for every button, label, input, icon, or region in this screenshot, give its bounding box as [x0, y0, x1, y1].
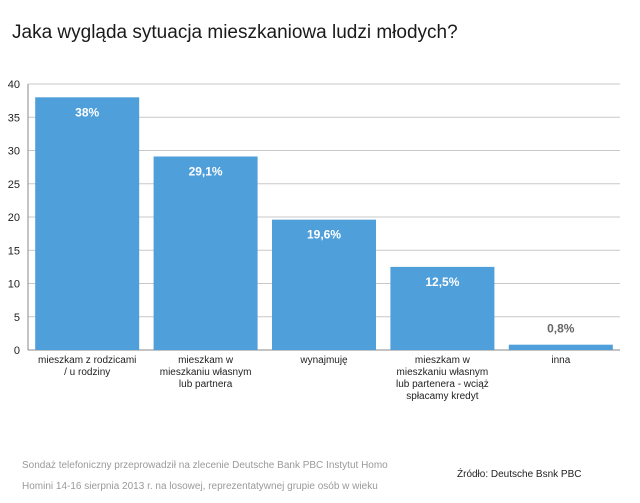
data-labels: 38% 29,1% 19,6% 12,5% 0,8%: [75, 105, 575, 335]
category-label: mieszkaniu własnym: [160, 367, 252, 378]
category-label: mieszkam w: [415, 355, 471, 366]
y-tick-label: 30: [8, 146, 20, 158]
footnote-line-1: Sondaż telefoniczny przeprowadził na zle…: [22, 460, 388, 471]
category-label: inna: [551, 355, 570, 366]
bar: [153, 156, 258, 350]
data-label: 12,5%: [425, 275, 459, 289]
y-tick-label: 15: [8, 245, 20, 257]
y-tick-label: 35: [8, 112, 20, 124]
category-label: mieszkam w: [178, 355, 234, 366]
bar: [272, 219, 376, 350]
y-tick-label: 10: [8, 279, 20, 291]
data-label: 38%: [75, 105, 99, 119]
category-label: spłacamy kredyt: [406, 391, 478, 402]
category-label: wynajmuję: [299, 355, 348, 366]
data-label: 19,6%: [307, 228, 341, 242]
chart-title: Jaka wygląda sytuacja mieszkaniowa ludzi…: [12, 22, 458, 43]
category-label: mieszkam z rodzicami: [38, 355, 136, 366]
footnote-line-2: Homini 14-16 sierpnia 2013 r. na losowej…: [22, 481, 378, 492]
y-tick-label: 0: [14, 345, 20, 357]
bar: [390, 266, 495, 350]
footer: Sondaż telefoniczny przeprowadził na zle…: [22, 460, 582, 492]
y-tick-label: 20: [8, 212, 20, 224]
y-tick-label: 40: [8, 79, 20, 91]
y-axis-ticks: 0 5 10 15 20 25 30 35 40: [8, 79, 20, 357]
bars: [35, 97, 613, 350]
bar: [508, 344, 613, 350]
bar: [35, 97, 140, 350]
category-label: mieszkaniu własnym: [397, 367, 489, 378]
category-labels: mieszkam z rodzicami/ u rodziny mieszkam …: [38, 355, 571, 402]
y-tick-label: 25: [8, 179, 20, 191]
category-label: lub partnera: [179, 379, 233, 390]
data-label: 0,8%: [547, 322, 575, 336]
category-label: lub partenera - wciąż: [396, 379, 489, 390]
y-tick-label: 5: [14, 312, 20, 324]
data-label: 29,1%: [189, 164, 223, 178]
source-label: Źródło: Deutsche Bsnk PBC: [457, 467, 582, 480]
category-label: / u rodziny: [64, 367, 110, 378]
